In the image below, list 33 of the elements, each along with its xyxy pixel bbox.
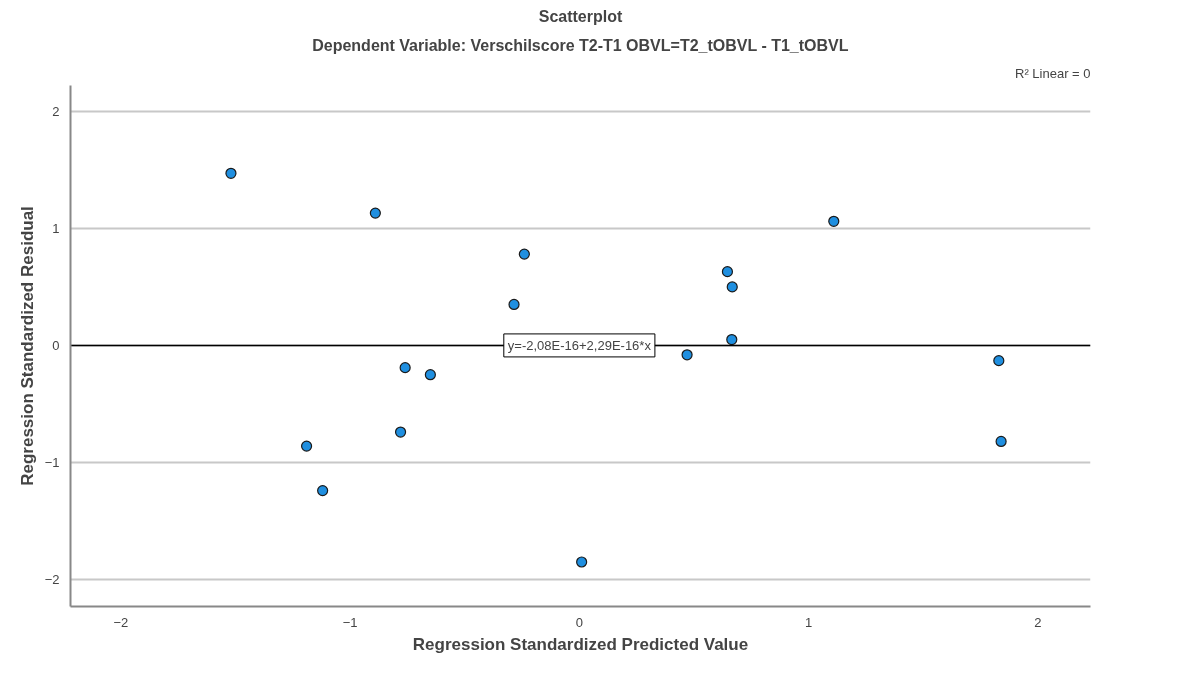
x-tick-label: 2 (1034, 614, 1042, 630)
point (726, 281, 738, 293)
x-tick-label: 1 (804, 614, 813, 630)
point (993, 355, 1005, 367)
point (317, 485, 329, 497)
point (726, 333, 738, 346)
annotation: y=-2,08E-16+2,29E-16*x (507, 337, 652, 353)
point (225, 167, 237, 179)
y-tick-label: 2 (52, 103, 60, 119)
point (518, 248, 530, 260)
x-tick-label: −1 (342, 614, 358, 630)
point (399, 362, 411, 374)
chart-title: Scatterplot (538, 7, 623, 25)
text: R² Linear = 0 (1014, 65, 1091, 81)
x-tick-label: 0 (575, 614, 583, 630)
y-tick-label: 1 (52, 220, 60, 236)
chart-subtitle: Dependent Variable: Verschilscore T2-T1 OBVL=T2_tOBVL - T1_tOBVL (312, 36, 849, 54)
point (369, 207, 381, 219)
point (300, 440, 313, 452)
point (424, 369, 436, 381)
point (508, 298, 520, 311)
y-tick-label: −1 (44, 454, 60, 470)
y-tick-label: 0 (52, 337, 60, 353)
y-axis-title: Regression Standardized Residual (17, 206, 37, 486)
point (995, 435, 1007, 448)
point (721, 266, 734, 278)
y-tick-label: −2 (44, 572, 60, 588)
point (681, 349, 693, 361)
point (828, 215, 840, 227)
x-axis-title: Regression Standardized Predicted Value (412, 634, 749, 654)
point (576, 556, 588, 568)
x-tick-label: −2 (113, 614, 129, 630)
point (394, 426, 407, 438)
